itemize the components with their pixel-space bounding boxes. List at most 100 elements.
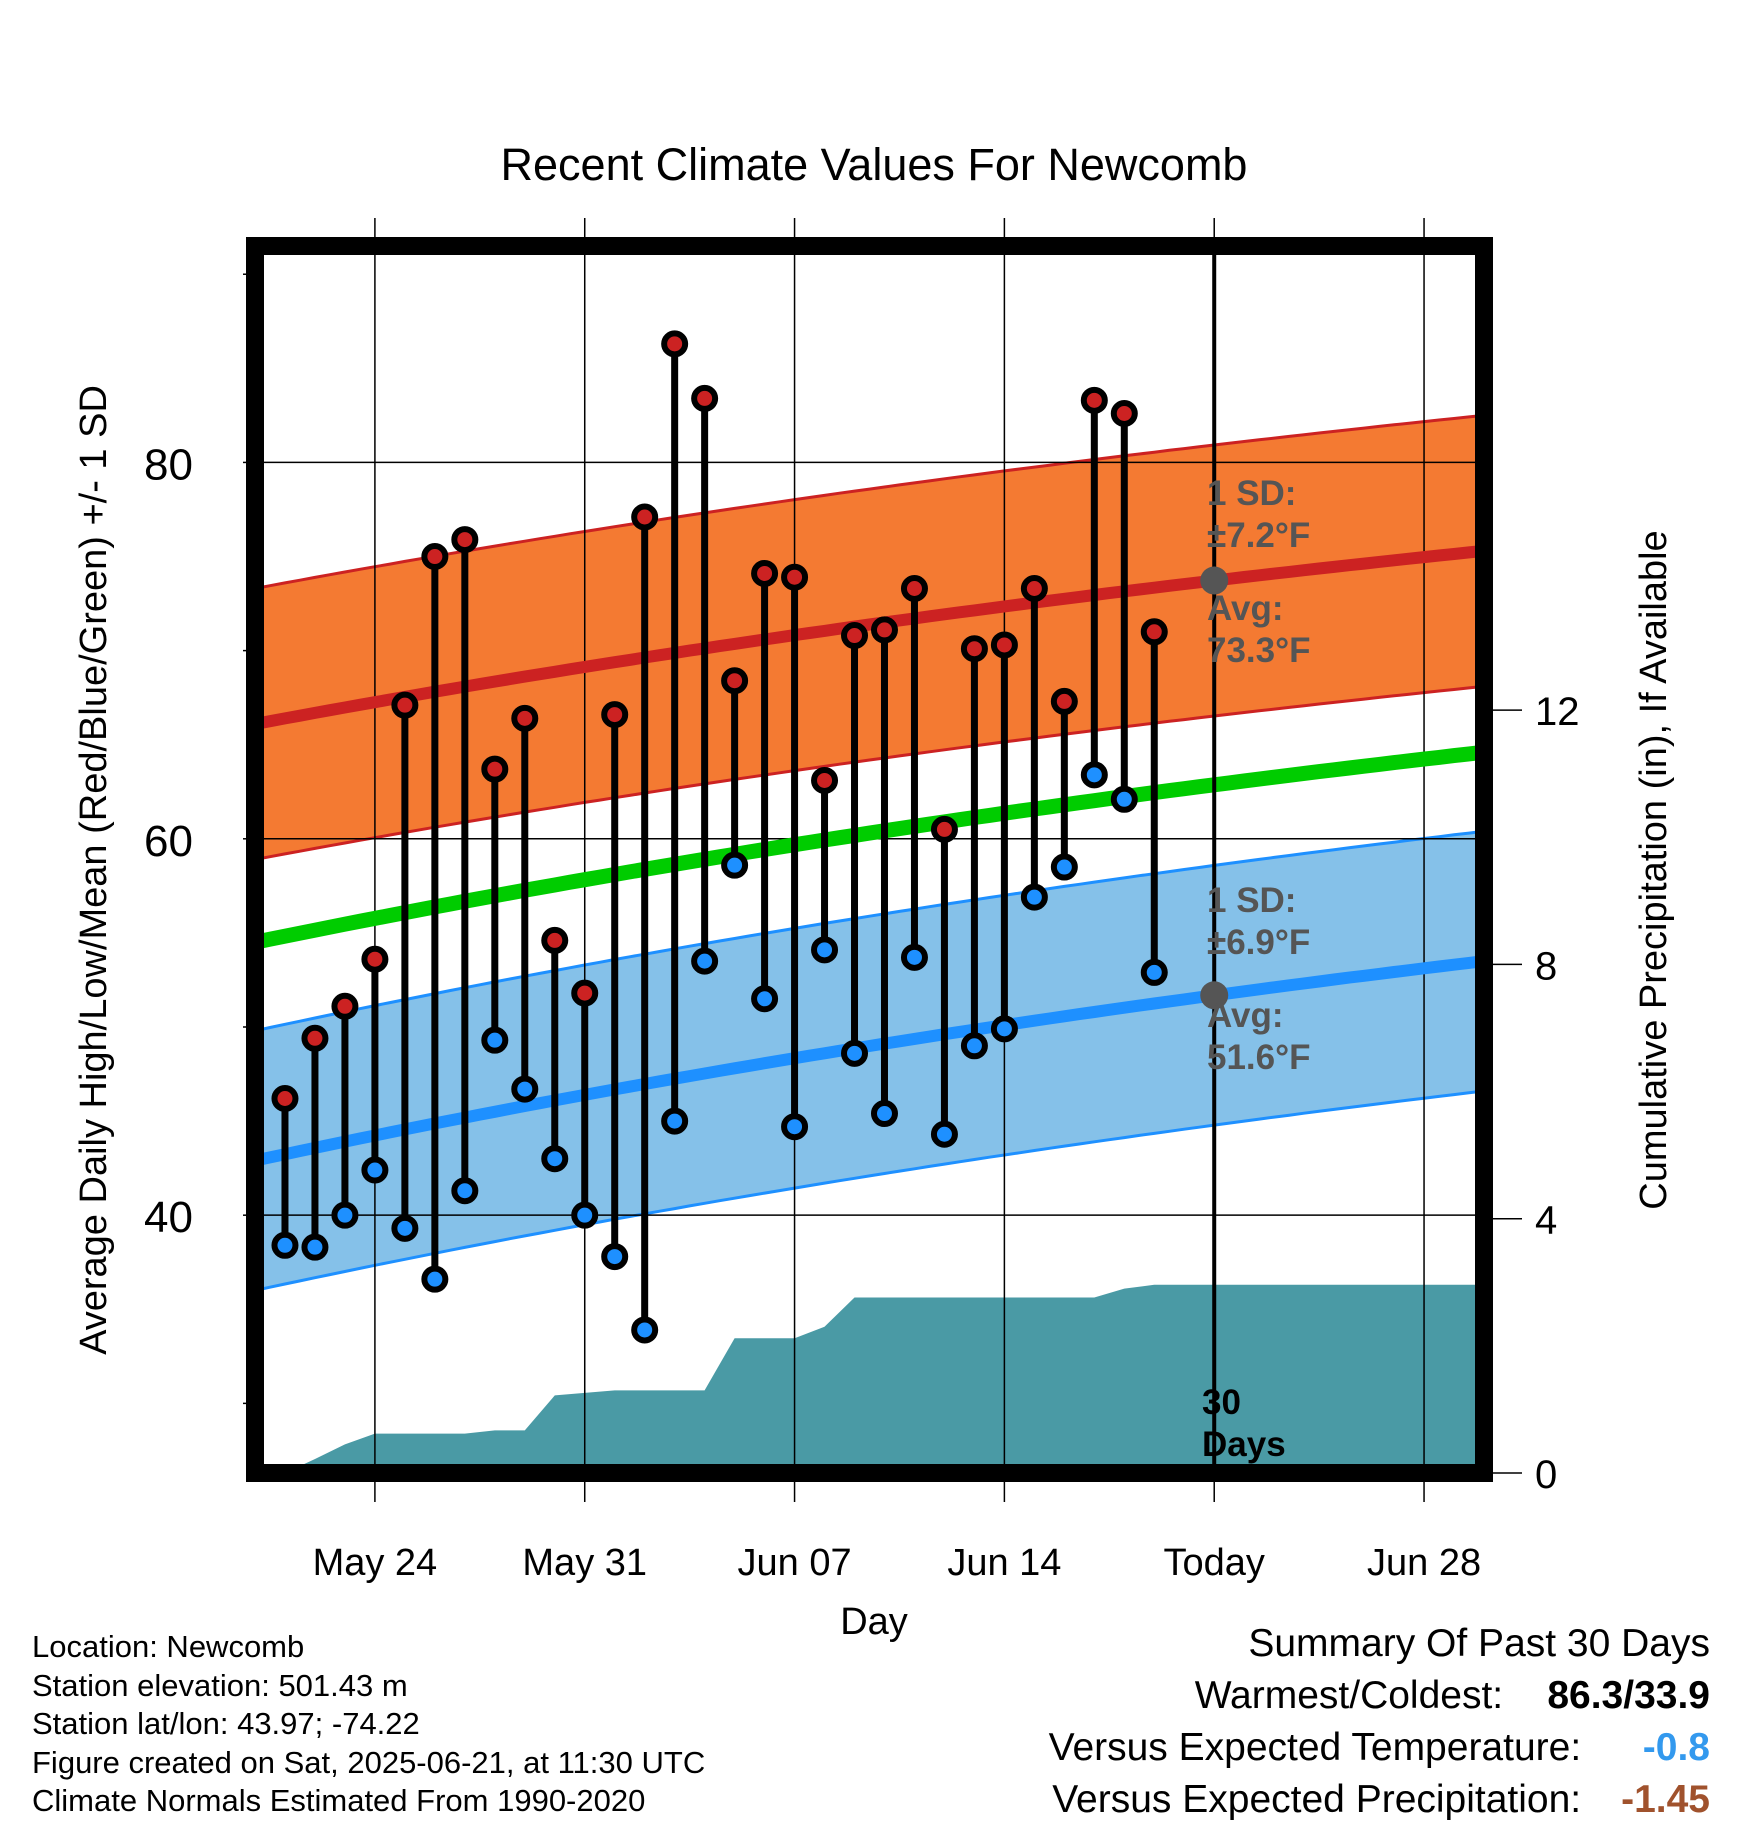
daily-low-marker: [541, 1145, 569, 1173]
today-high-avg-marker: [1200, 566, 1229, 595]
y2-tick-label: 4: [1535, 1199, 1557, 1243]
daily-low-marker: [1050, 853, 1078, 881]
chart-title: Recent Climate Values For Newcomb: [501, 139, 1248, 190]
daily-low-marker: [361, 1156, 389, 1184]
temp-value: -0.8: [1642, 1726, 1710, 1769]
daily-high-marker: [1050, 687, 1078, 715]
precip-row: Versus Expected Precipitation: -1.45: [1049, 1774, 1710, 1826]
daily-high-marker: [960, 635, 988, 663]
mean-average-line: [253, 744, 1485, 950]
x-tick-label: Jun 14: [947, 1542, 1061, 1584]
daily-low-marker: [990, 1015, 1018, 1043]
daily-high-marker: [481, 755, 509, 783]
daily-high-marker: [1020, 575, 1048, 603]
summary-title: Summary Of Past 30 Days: [1248, 1622, 1710, 1665]
daily-low-marker: [721, 851, 749, 879]
daily-low-marker: [1080, 761, 1108, 789]
low-sd-label: 1 SD:: [1207, 881, 1296, 920]
precipitation-area: [285, 1284, 1484, 1473]
daily-high-marker: [511, 704, 539, 732]
daily-high-marker: [930, 815, 958, 843]
low-sd-value: ±6.9°F: [1207, 923, 1310, 962]
high-sd-annotation: 1 SD: ±7.2°F Avg: 73.3°F 1 SD: ±6.9°F Av…: [1207, 474, 1311, 1077]
daily-high-marker: [751, 559, 779, 587]
today-low-avg-marker: [1200, 981, 1229, 1010]
x-tick-label: May 31: [522, 1542, 647, 1584]
warm-cold-value: 86.3/33.9: [1547, 1674, 1710, 1717]
daily-high-marker: [421, 543, 449, 571]
plot-frame: [246, 237, 1493, 1482]
precip-value: -1.45: [1621, 1778, 1710, 1821]
daily-low-marker: [960, 1032, 988, 1060]
daily-high-marker: [301, 1024, 329, 1052]
daily-low-marker: [451, 1177, 479, 1205]
daily-high-marker: [361, 945, 389, 973]
daily-high-marker: [841, 622, 869, 650]
daily-high-marker: [601, 701, 629, 729]
daily-high-marker: [811, 766, 839, 794]
x-tick-label: May 24: [313, 1542, 438, 1584]
daily-high-marker: [571, 979, 599, 1007]
low-avg-value: 51.6°F: [1207, 1038, 1311, 1077]
days-label: Days: [1202, 1425, 1286, 1464]
y2-tick-label: 0: [1535, 1453, 1557, 1497]
y-tick-label: 80: [144, 440, 193, 489]
low-avg-label: Avg:: [1207, 996, 1283, 1035]
high-avg-value: 73.3°F: [1207, 631, 1311, 670]
station-info: Location: Newcomb Station elevation: 501…: [32, 1628, 705, 1821]
daily-low-marker: [930, 1120, 958, 1148]
precip-label: Versus Expected Precipitation:: [1052, 1778, 1582, 1821]
daily-low-marker: [900, 943, 928, 971]
daily-low-marker: [1020, 883, 1048, 911]
low-average-line: [253, 955, 1485, 1167]
daily-high-marker: [1080, 386, 1108, 414]
daily-high-marker: [631, 503, 659, 531]
high-sd-label: 1 SD:: [1207, 474, 1296, 513]
daily-low-marker: [421, 1265, 449, 1293]
daily-low-marker: [1140, 958, 1168, 986]
daily-low-marker: [601, 1243, 629, 1271]
high-sd-value: ±7.2°F: [1207, 516, 1310, 555]
daily-low-marker: [781, 1113, 809, 1141]
daily-low-marker: [331, 1201, 359, 1229]
daily-low-marker: [271, 1231, 299, 1259]
daily-high-marker: [990, 631, 1018, 659]
days-count: 30: [1202, 1383, 1241, 1422]
low-sd-band: [255, 831, 1484, 1291]
x-tick-label: Jun 07: [738, 1542, 852, 1584]
daily-high-marker: [541, 926, 569, 954]
latlon-text: Station lat/lon: 43.97; -74.22: [32, 1706, 420, 1741]
x-tick-label: Jun 28: [1367, 1542, 1481, 1584]
daily-low-marker: [1110, 785, 1138, 813]
daily-high-marker: [451, 526, 479, 554]
daily-high-marker: [781, 563, 809, 591]
low-sd-upper-edge: [254, 829, 1485, 1033]
daily-low-marker: [841, 1039, 869, 1067]
daily-low-marker: [870, 1100, 898, 1128]
daily-high-marker: [331, 992, 359, 1020]
daily-high-marker: [391, 691, 419, 719]
daily-low-marker: [751, 985, 779, 1013]
high-sd-lower-edge: [254, 684, 1485, 861]
daily-high-marker: [870, 616, 898, 644]
temp-label: Versus Expected Temperature:: [1048, 1726, 1582, 1769]
created-text: Figure created on Sat, 2025-06-21, at 11…: [32, 1744, 706, 1780]
daily-high-marker: [1140, 618, 1168, 646]
x-tick-label: Today: [1164, 1542, 1265, 1584]
y2-tick-label: 12: [1535, 690, 1580, 734]
x-axis-label: Day: [840, 1601, 908, 1643]
y-axis-label: Average Daily High/Low/Mean (Red/Blue/Gr…: [73, 385, 115, 1355]
daily-high-marker: [900, 575, 928, 603]
warm-cold-label: Warmest/Coldest:: [1194, 1674, 1504, 1717]
summary-panel: Summary Of Past 30 Days Warmest/Coldest:…: [1049, 1618, 1710, 1826]
high-sd-band: [255, 415, 1484, 860]
daily-high-marker: [721, 667, 749, 695]
warm-cold-row: Warmest/Coldest: 86.3/33.9: [1049, 1670, 1710, 1722]
daily-high-marker: [691, 384, 719, 412]
low-sd-lower-edge: [254, 1089, 1485, 1292]
y2-axis-label: Cumulative Precipitation (in), If Availa…: [1633, 530, 1675, 1209]
y-tick-label: 40: [144, 1193, 193, 1242]
daily-low-marker: [631, 1316, 659, 1344]
location-text: Location: Newcomb: [32, 1629, 305, 1664]
daily-high-marker: [1110, 399, 1138, 427]
